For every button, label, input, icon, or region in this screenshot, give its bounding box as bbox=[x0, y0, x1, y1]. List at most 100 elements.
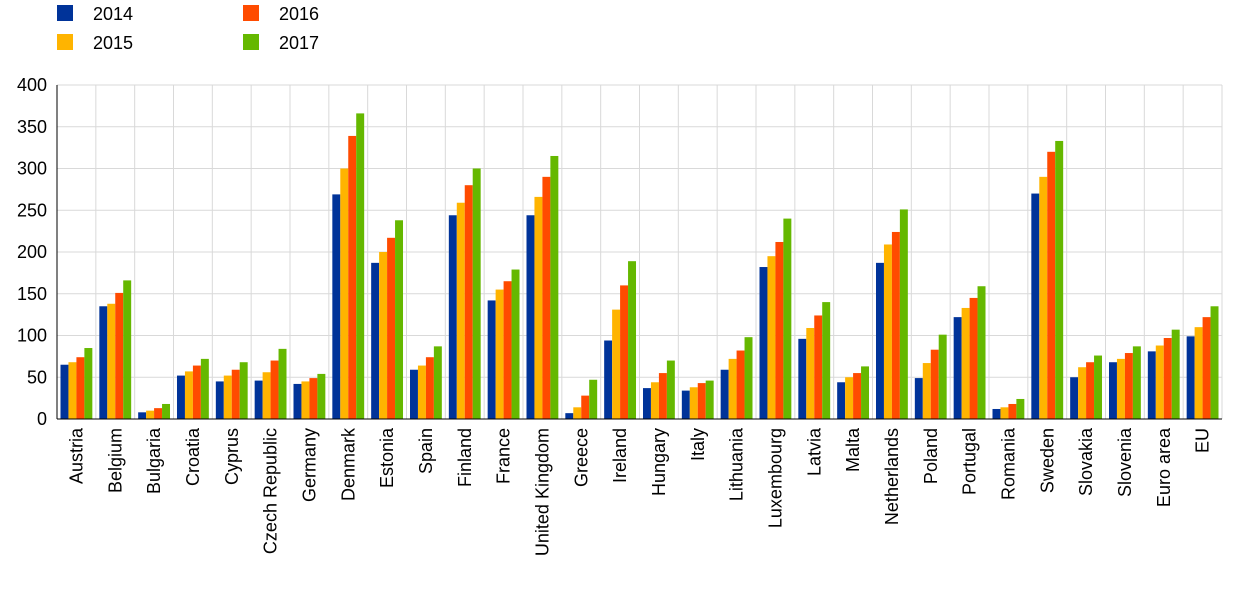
x-tick-label: Greece bbox=[571, 428, 591, 487]
x-tick-label: Bulgaria bbox=[144, 427, 164, 494]
bar-2014-slovakia bbox=[1070, 377, 1079, 419]
x-tick-label: Sweden bbox=[1037, 428, 1057, 493]
legend-label-2016: 2016 bbox=[279, 4, 319, 24]
bar-2014-luxembourg bbox=[759, 267, 768, 419]
bar-2014-latvia bbox=[798, 338, 807, 419]
bar-2016-united-kingdom bbox=[542, 176, 551, 419]
bar-2015-france bbox=[495, 289, 504, 419]
x-tick-label: Belgium bbox=[105, 428, 125, 493]
bar-2015-united-kingdom bbox=[534, 196, 543, 419]
y-axis: 0 50 100 150 200 250 300 350 400 bbox=[17, 75, 58, 429]
bar-2017-portugal bbox=[977, 286, 986, 419]
x-tick-label: Portugal bbox=[960, 428, 980, 495]
bar-2014-lithuania bbox=[720, 369, 729, 419]
bar-2017-euro-area bbox=[1171, 329, 1180, 419]
bar-2015-czech-republic bbox=[262, 372, 271, 419]
bar-2016-luxembourg bbox=[775, 241, 784, 419]
bar-2014-hungary bbox=[642, 388, 651, 419]
bar-2016-ireland bbox=[620, 285, 629, 419]
y-tick-label: 300 bbox=[17, 159, 47, 179]
x-tick-label: EU bbox=[1193, 428, 1213, 453]
bar-2015-hungary bbox=[650, 382, 659, 419]
bar-2015-greece bbox=[573, 407, 582, 419]
x-tick-label: Latvia bbox=[804, 427, 824, 476]
bar-2015-romania bbox=[1000, 407, 1009, 419]
bar-2017-lithuania bbox=[744, 337, 753, 419]
bar-2015-estonia bbox=[379, 252, 388, 419]
x-tick-label: Austria bbox=[66, 427, 86, 484]
y-tick-label: 150 bbox=[17, 284, 47, 304]
bar-2014-italy bbox=[681, 390, 690, 419]
y-tick-label: 100 bbox=[17, 326, 47, 346]
bar-2015-eu bbox=[1194, 327, 1203, 419]
bar-2016-italy bbox=[697, 383, 706, 419]
y-tick-label: 0 bbox=[37, 409, 47, 429]
x-tick-label: Ireland bbox=[610, 428, 630, 483]
y-tick-label: 50 bbox=[27, 367, 47, 387]
bar-2017-latvia bbox=[822, 302, 831, 419]
bar-2015-slovenia bbox=[1116, 358, 1125, 419]
legend-swatch-2017 bbox=[243, 34, 259, 50]
bar-2016-malta bbox=[853, 373, 862, 419]
gridlines bbox=[56, 84, 1223, 420]
bar-2017-hungary bbox=[666, 360, 675, 419]
bar-2014-slovenia bbox=[1108, 362, 1117, 419]
bar-2014-finland bbox=[448, 215, 457, 419]
bar-2017-france bbox=[511, 269, 520, 419]
bar-2017-belgium bbox=[123, 280, 132, 419]
bar-2015-latvia bbox=[806, 327, 815, 419]
bar-2016-slovakia bbox=[1086, 362, 1095, 419]
bar-2015-spain bbox=[417, 365, 426, 419]
bar-2015-luxembourg bbox=[767, 256, 776, 419]
bar-2016-greece bbox=[581, 395, 590, 419]
bar-2016-slovenia bbox=[1124, 353, 1133, 419]
bar-2014-cyprus bbox=[215, 381, 224, 419]
bar-2015-slovakia bbox=[1078, 367, 1087, 419]
x-axis: Austria Belgium Bulgaria Croatia Cyprus Czech… bbox=[57, 418, 1222, 556]
y-tick-label: 250 bbox=[17, 200, 47, 220]
x-tick-label: Lithuania bbox=[727, 427, 747, 501]
bar-2017-luxembourg bbox=[783, 218, 792, 419]
bar-2017-cyprus bbox=[239, 362, 248, 419]
bar-2016-eu bbox=[1202, 317, 1211, 419]
legend-swatch-2014 bbox=[57, 5, 73, 21]
x-tick-label: Czech Republic bbox=[261, 428, 281, 554]
bar-2015-poland bbox=[922, 363, 931, 419]
bar-2016-portugal bbox=[969, 297, 978, 419]
bar-2016-belgium bbox=[115, 292, 124, 419]
bar-2014-romania bbox=[992, 408, 1001, 419]
bars bbox=[60, 113, 1219, 420]
bar-2017-united-kingdom bbox=[550, 155, 559, 419]
x-tick-label: Slovakia bbox=[1076, 427, 1096, 496]
bar-2016-austria bbox=[76, 357, 85, 419]
bar-2016-denmark bbox=[348, 135, 357, 419]
x-tick-label: Estonia bbox=[377, 427, 397, 488]
y-tick-label: 400 bbox=[17, 75, 47, 95]
bar-2017-slovakia bbox=[1094, 355, 1103, 419]
bar-2017-germany bbox=[317, 373, 326, 419]
bar-2016-spain bbox=[425, 357, 434, 419]
bar-2014-poland bbox=[914, 378, 923, 419]
x-tick-label: United Kingdom bbox=[532, 428, 552, 556]
bar-2014-france bbox=[487, 300, 496, 419]
bar-2015-germany bbox=[301, 381, 310, 419]
bar-2017-eu bbox=[1210, 306, 1219, 419]
bar-2017-greece bbox=[589, 379, 598, 419]
bar-2014-eu bbox=[1186, 336, 1195, 419]
x-tick-label: Finland bbox=[455, 428, 475, 487]
bar-2016-germany bbox=[309, 378, 318, 419]
bar-2017-romania bbox=[1016, 398, 1025, 419]
x-tick-label: Poland bbox=[921, 428, 941, 484]
bar-2017-denmark bbox=[356, 113, 365, 419]
bar-2014-united-kingdom bbox=[526, 215, 535, 419]
legend-swatch-2016 bbox=[243, 5, 259, 21]
x-tick-label: France bbox=[494, 428, 514, 484]
bar-2015-netherlands bbox=[883, 244, 892, 419]
bar-2016-poland bbox=[930, 349, 939, 419]
bar-2017-slovenia bbox=[1132, 346, 1141, 419]
bar-2014-spain bbox=[409, 369, 418, 419]
bar-2015-croatia bbox=[184, 371, 193, 419]
bar-2015-denmark bbox=[340, 168, 349, 419]
bar-2016-latvia bbox=[814, 315, 823, 419]
